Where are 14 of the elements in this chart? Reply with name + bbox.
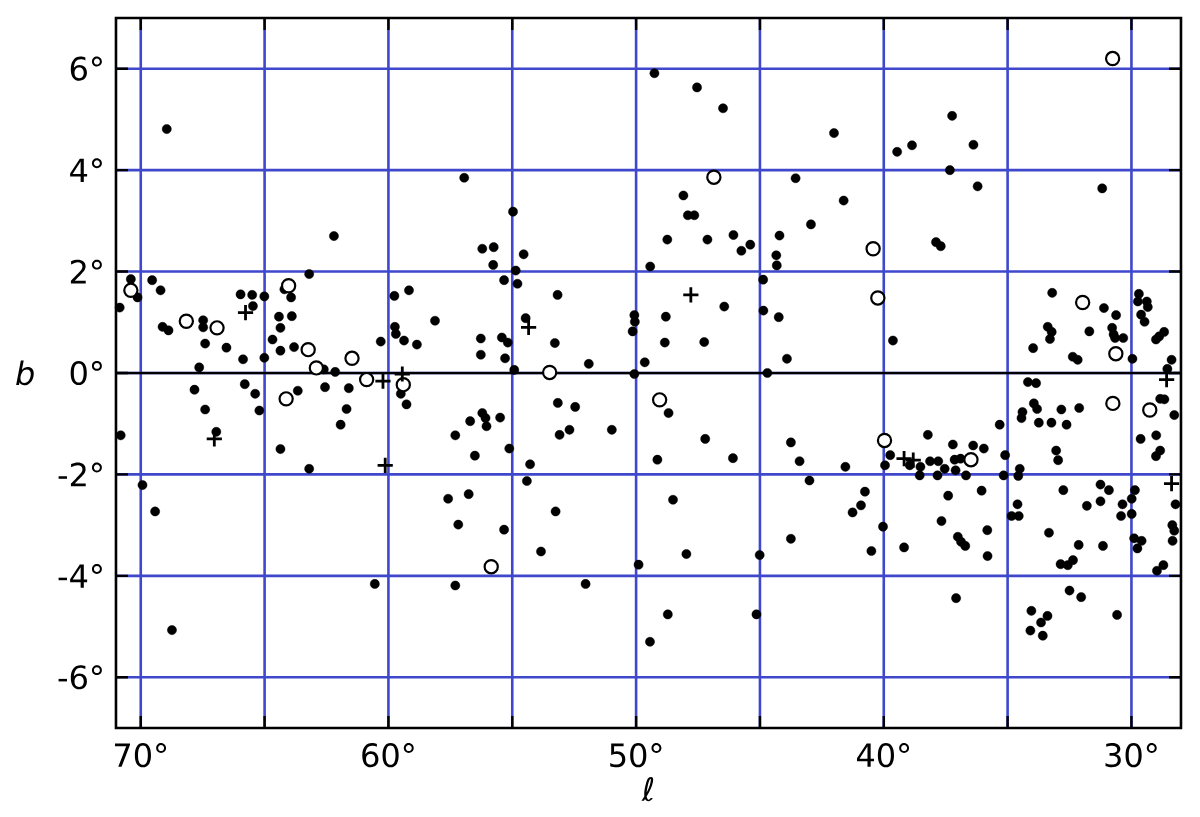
x-tick-label: 50° [610, 743, 662, 768]
y-tick-label: 0° [70, 360, 102, 386]
y-axis-title: b [16, 360, 34, 386]
y-tick-label: -4° [58, 563, 102, 588]
y-tick-label: -2° [58, 462, 102, 487]
x-tick-label: 70° [115, 743, 167, 768]
y-tick-label: 6° [70, 56, 102, 81]
x-tick-label: 30° [1105, 743, 1157, 768]
x-tick-label: 60° [362, 743, 414, 768]
x-tick-label: 40° [856, 743, 910, 768]
y-tick-label: 2° [70, 259, 102, 284]
x-axis-title: ℓ [641, 776, 654, 802]
y-tick-label: 4° [70, 158, 102, 182]
y-tick-label: -6° [58, 665, 102, 690]
